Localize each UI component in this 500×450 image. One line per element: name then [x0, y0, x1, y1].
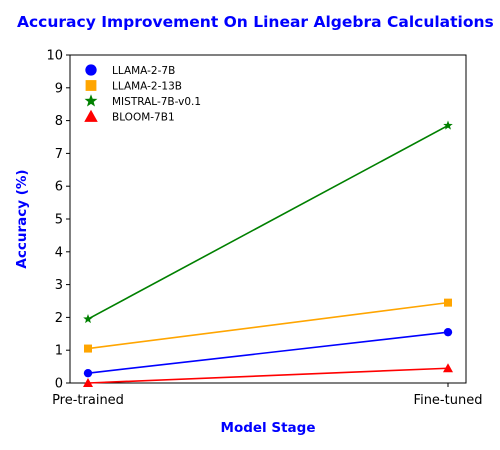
y-tick-label-1: 1	[55, 344, 63, 359]
legend-marker-llama-2-7b	[85, 64, 97, 76]
chart-title: Accuracy Improvement On Linear Algebra C…	[17, 13, 494, 31]
series-line-llama-2-13b	[87, 301, 449, 350]
legend-label-bloom-7b1: BLOOM-7B1	[112, 112, 175, 124]
legend-marker-bloom-7b1	[84, 109, 98, 122]
data-point-bloom-7b1-pre-trained	[83, 378, 93, 387]
legend: LLAMA-2-7B LLAMA-2-13B MISTRAL-7B-v0.1 BLOO…	[84, 64, 201, 124]
y-axis: 0 1 2 3 4 5 6 7 8 9 10	[46, 49, 70, 392]
data-point-mistral-7b-v0-1-pre-trained	[83, 314, 93, 324]
y-tick-label-4: 4	[55, 245, 63, 260]
x-axis: Pre-trained Fine-tuned	[52, 383, 482, 408]
series-llama-2-7b	[83, 327, 453, 378]
data-point-llama-2-13b-pre-trained	[84, 344, 92, 353]
series-llama-2-13b	[84, 298, 452, 353]
data-point-llama-2-7b-fine-tuned	[443, 327, 453, 337]
legend-marker-mistral-7b-v0-1	[84, 94, 98, 107]
series-line-llama-2-7b	[87, 331, 449, 374]
y-tick-label-9: 9	[55, 81, 63, 96]
legend-marker-llama-2-13b	[85, 80, 97, 91]
y-tick-label-3: 3	[55, 278, 63, 293]
legend-label-mistral-7b-v0-1: MISTRAL-7B-v0.1	[112, 96, 201, 108]
y-tick-label-5: 5	[55, 213, 63, 228]
y-axis-label: Accuracy (%)	[14, 169, 30, 268]
series-mistral-7b-v0-1	[83, 120, 453, 324]
y-tick-label-2: 2	[55, 311, 63, 326]
y-tick-label-6: 6	[55, 180, 63, 195]
x-tick-label-pre-trained: Pre-trained	[52, 393, 124, 408]
x-axis-label: Model Stage	[221, 420, 316, 436]
legend-label-llama-2-13b: LLAMA-2-13B	[112, 81, 182, 93]
y-tick-label-10: 10	[46, 49, 63, 64]
series-line-bloom-7b1	[87, 367, 449, 384]
series-line-mistral-7b-v0-1	[87, 124, 449, 320]
y-tick-label-7: 7	[55, 147, 63, 162]
y-tick-label-0: 0	[55, 377, 63, 392]
series-layer	[83, 120, 453, 387]
y-tick-label-8: 8	[55, 114, 63, 129]
legend-label-llama-2-7b: LLAMA-2-7B	[112, 65, 175, 77]
data-point-mistral-7b-v0-1-fine-tuned	[443, 120, 453, 130]
data-point-bloom-7b1-fine-tuned	[443, 363, 453, 373]
x-tick-label-fine-tuned: Fine-tuned	[414, 393, 483, 408]
data-point-llama-2-13b-fine-tuned	[444, 298, 452, 307]
data-point-llama-2-7b-pre-trained	[83, 368, 93, 378]
series-bloom-7b1	[83, 363, 453, 387]
